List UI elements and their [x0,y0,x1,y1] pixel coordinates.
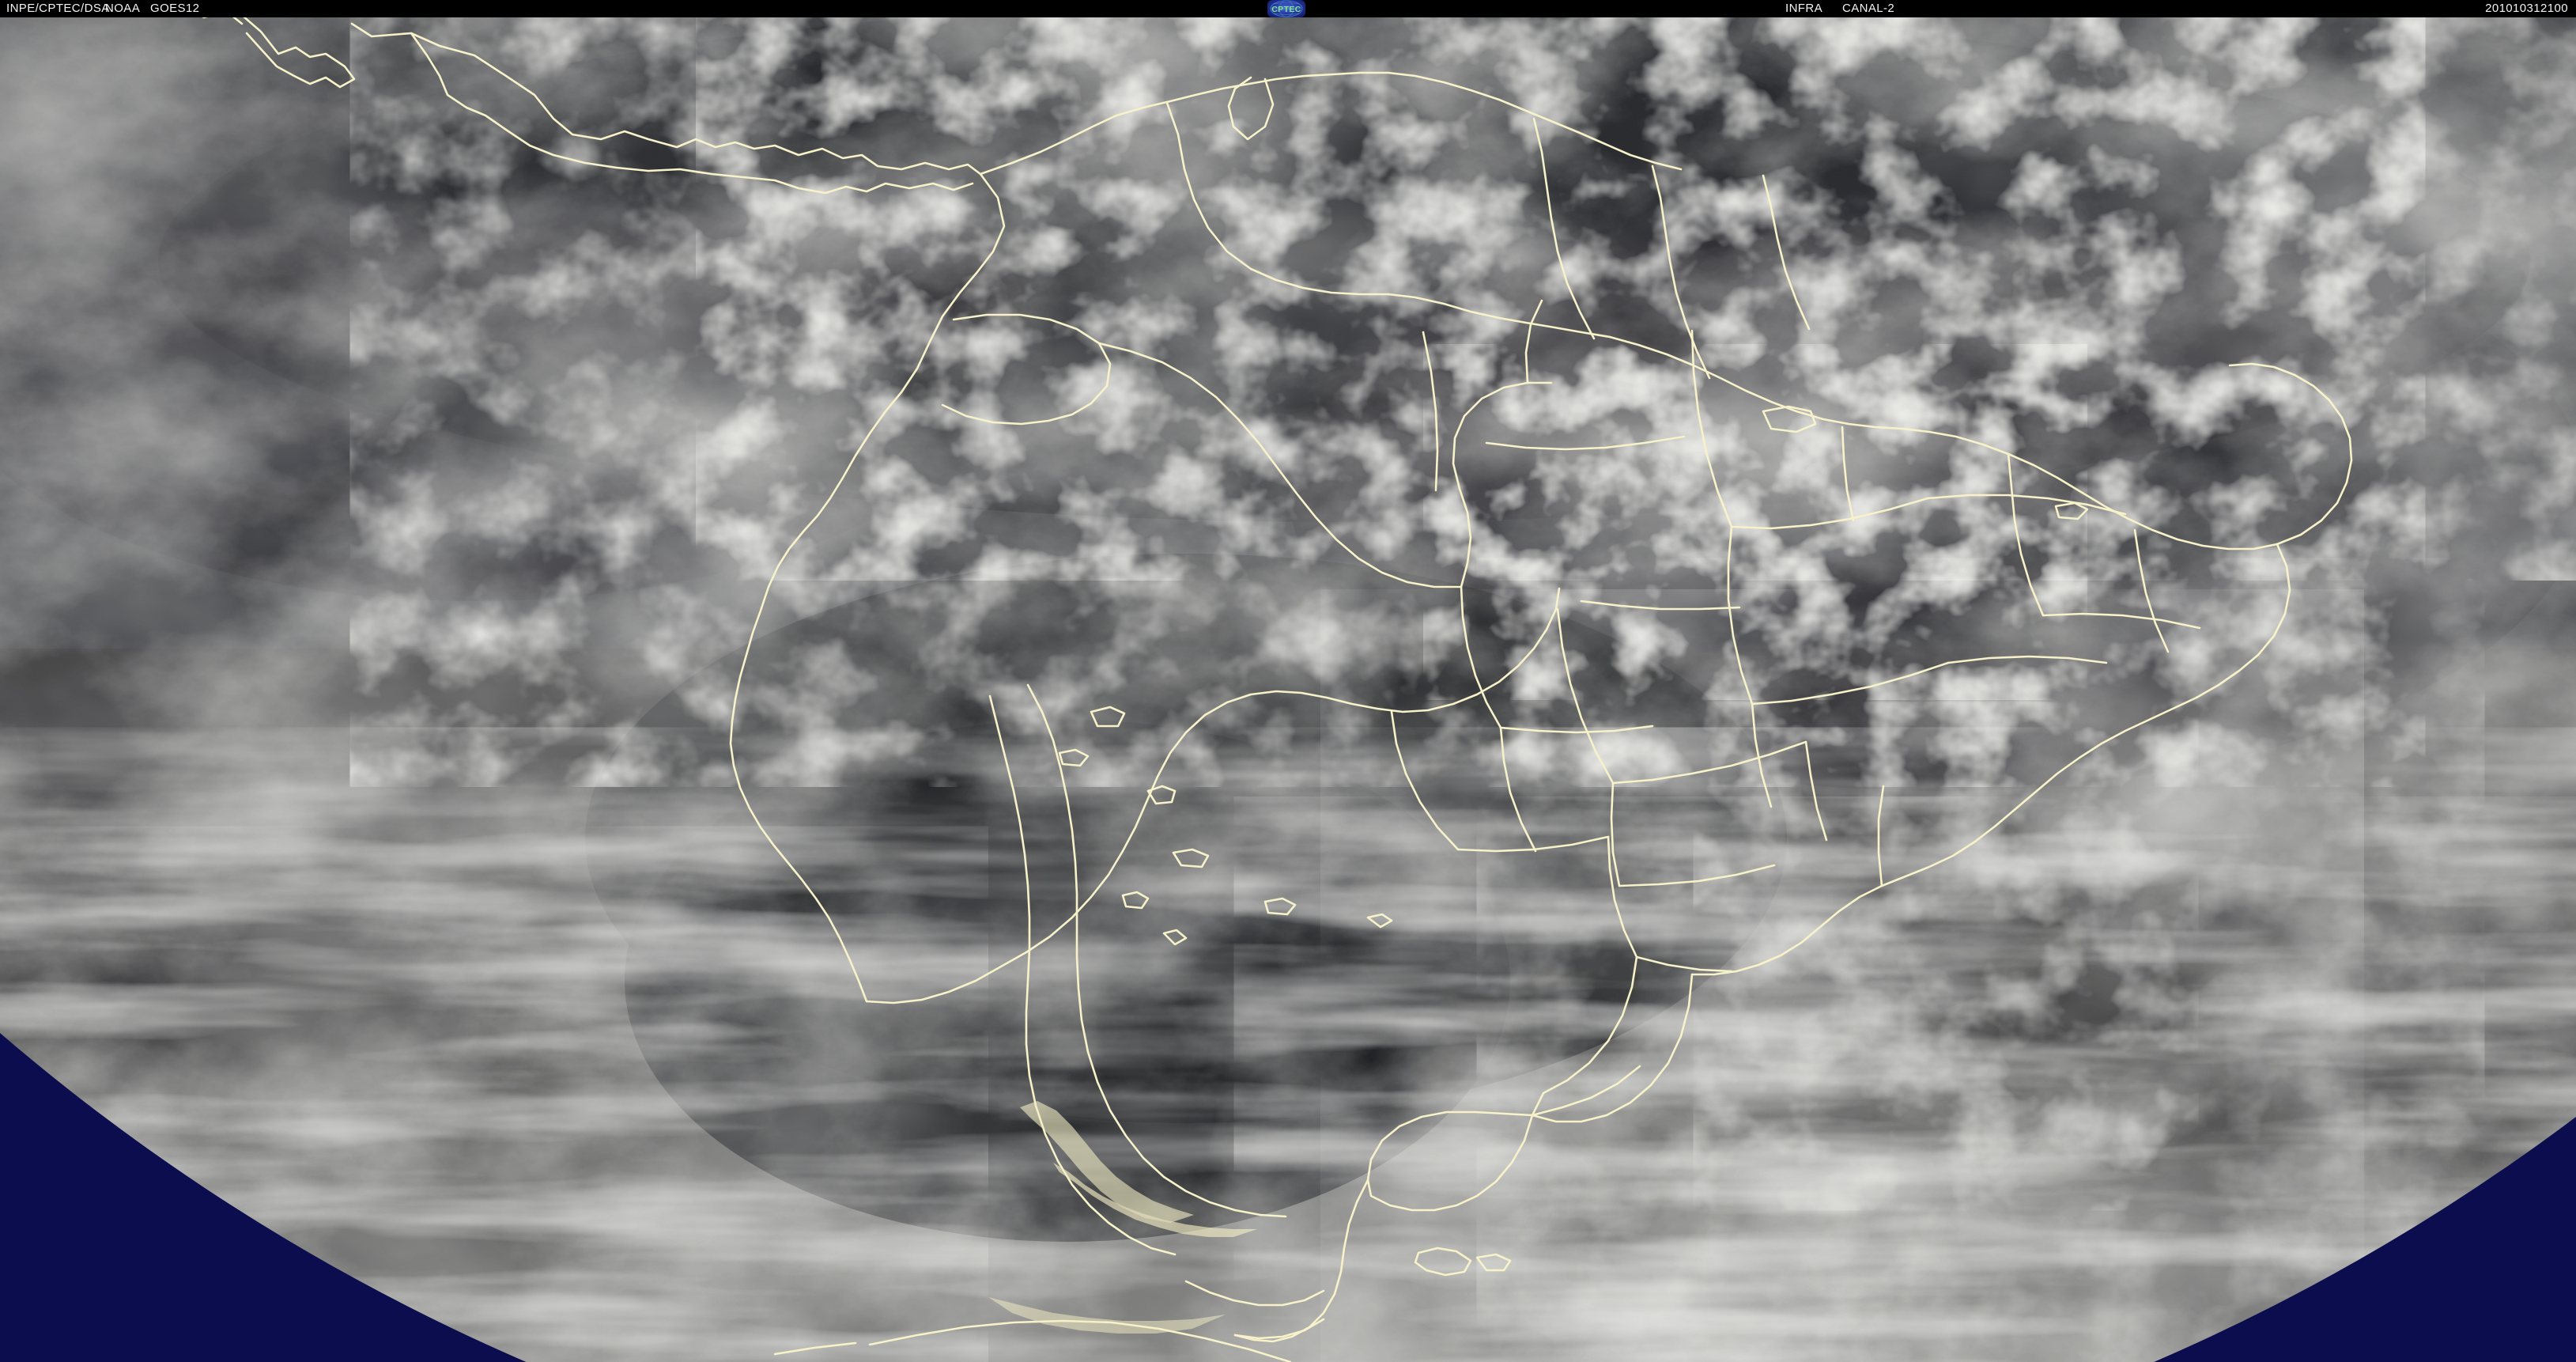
cptec-logo: CPTEC [1266,0,1307,17]
cptec-logo-text: CPTEC [1271,5,1301,14]
channel-label: CANAL-2 [1842,2,1895,15]
timestamp-label: 201010312100 [2485,2,2568,15]
satellite-label: GOES12 [150,2,200,15]
product-label: INFRA [1785,2,1822,15]
agency-label: INPE/CPTEC/DSA [6,2,110,15]
provider-label: NOAA [105,2,141,15]
